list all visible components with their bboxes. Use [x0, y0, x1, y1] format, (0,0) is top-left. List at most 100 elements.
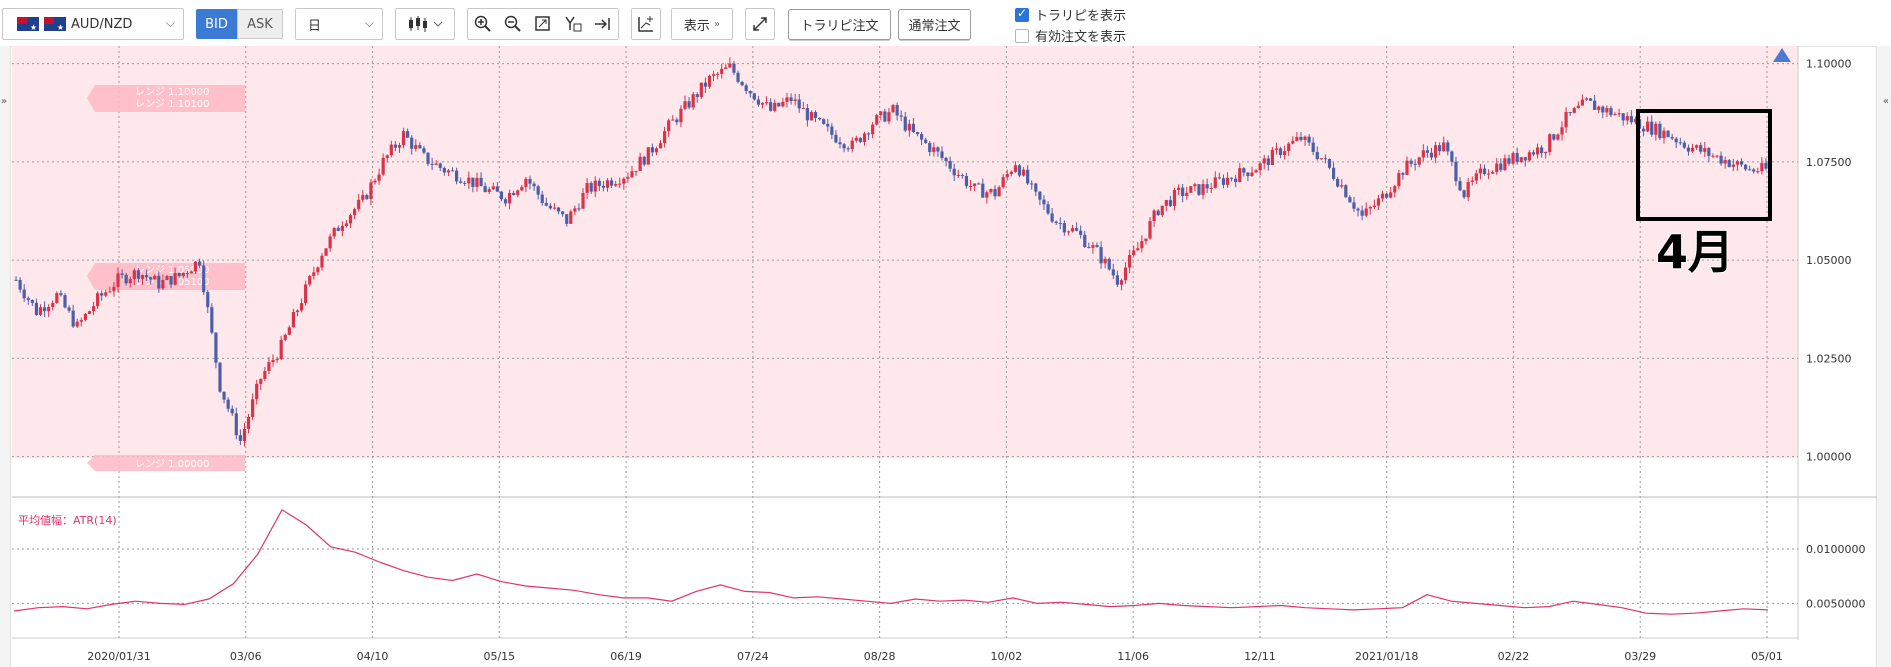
time-tick-label: 08/28	[864, 650, 896, 663]
candlestick	[634, 170, 638, 176]
candlestick	[1266, 155, 1270, 171]
candlestick	[1217, 172, 1221, 180]
candlestick	[422, 146, 426, 155]
fullscreen-button[interactable]	[745, 8, 775, 40]
candlestick	[838, 137, 842, 149]
candlestick	[47, 304, 51, 318]
candlestick	[1160, 205, 1164, 218]
collapse-arrow-icon: «	[1882, 96, 1889, 107]
candlestick	[324, 248, 328, 257]
candlestick	[234, 407, 238, 440]
time-tick-label: 03/29	[1624, 650, 1656, 663]
candlestick	[1678, 137, 1682, 146]
fit-screen-icon[interactable]	[534, 15, 552, 33]
candlestick	[1230, 177, 1234, 182]
candlestick	[1123, 262, 1128, 284]
ask-button[interactable]: ASK	[237, 9, 283, 39]
below-range-area	[12, 458, 1798, 494]
show-active-orders-checkbox[interactable]	[1015, 28, 1029, 43]
candlestick	[304, 280, 308, 306]
candlestick	[1009, 170, 1013, 177]
candlestick	[1017, 163, 1022, 178]
right-panel-toggle[interactable]: «	[1876, 46, 1891, 667]
candlestick	[1209, 182, 1213, 194]
candlestick	[915, 131, 920, 137]
range-label: レンジ 1.05000	[135, 265, 210, 276]
candlestick	[1421, 144, 1425, 162]
candlestick	[1368, 205, 1372, 215]
candlestick	[344, 220, 349, 228]
left-panel-toggle[interactable]: »	[0, 46, 11, 667]
candlestick	[1646, 116, 1650, 133]
candlestick	[1409, 158, 1413, 168]
candlestick	[251, 393, 255, 421]
candlestick	[316, 266, 320, 276]
candlestick	[1181, 184, 1185, 203]
bid-button[interactable]: BID	[196, 9, 237, 39]
normal-order-button[interactable]: 通常注文	[898, 9, 971, 40]
chevron-down-icon: ⌵	[364, 16, 374, 30]
candlestick	[287, 325, 291, 335]
candlestick	[879, 110, 883, 121]
price-tick-label: 1.07500	[1806, 156, 1852, 169]
candlestick	[875, 113, 879, 126]
candlestick	[1613, 112, 1617, 116]
candlestick	[1519, 157, 1523, 164]
price-tick-label: 1.02500	[1806, 352, 1852, 365]
candlestick	[1576, 101, 1580, 109]
candlestick	[516, 189, 520, 198]
candlestick	[414, 139, 418, 152]
candlestick	[585, 178, 589, 199]
candlestick	[866, 132, 871, 141]
candlestick	[1140, 235, 1144, 253]
candlestick	[263, 366, 267, 382]
candlestick	[1136, 242, 1140, 251]
candlestick	[977, 182, 981, 185]
trailing-order-button[interactable]: トラリピ注文	[788, 9, 891, 40]
candlestick	[30, 299, 34, 306]
jump-to-latest-icon[interactable]	[594, 15, 612, 33]
candlestick	[1727, 159, 1731, 168]
candlestick	[850, 137, 854, 153]
symbol-selector[interactable]: AUD/NZD ⌵	[2, 8, 184, 40]
candlestick	[1413, 159, 1417, 171]
candlestick	[1091, 242, 1095, 254]
show-trailing-checkbox[interactable]	[1015, 6, 1029, 22]
candlestick	[467, 171, 471, 189]
candlestick	[520, 184, 524, 192]
show-trailing-option[interactable]: トラリピを表示	[1015, 4, 1126, 25]
candlestick	[1499, 158, 1503, 173]
candlestick	[1058, 217, 1062, 230]
scroll-up-triangle-icon[interactable]	[1773, 48, 1791, 62]
candlestick	[1021, 166, 1026, 177]
drawing-tool-button[interactable]	[631, 8, 661, 40]
candlestick	[862, 131, 867, 146]
candlestick	[793, 93, 797, 106]
candlestick	[1593, 94, 1597, 110]
candlestick	[1152, 209, 1156, 227]
candlestick	[1323, 154, 1328, 164]
candlestick	[1319, 158, 1323, 161]
crosshair-lock-icon[interactable]	[564, 15, 582, 33]
double-chevron-down-icon: »	[713, 18, 721, 30]
zoom-in-icon[interactable]	[474, 15, 492, 33]
candlestick	[1662, 127, 1666, 144]
candlestick	[936, 146, 940, 157]
candlestick	[1654, 121, 1658, 141]
candlestick	[1038, 191, 1042, 206]
candlestick	[569, 209, 573, 225]
zoom-out-icon[interactable]	[504, 15, 522, 33]
candlestick	[1478, 163, 1483, 180]
expand-icon	[753, 17, 767, 31]
candlestick	[1617, 108, 1621, 117]
display-menu-button[interactable]: 表示 »	[671, 8, 733, 40]
candlestick	[691, 92, 695, 110]
chart-type-selector[interactable]	[395, 8, 455, 40]
candlestick	[197, 258, 202, 269]
show-active-orders-option[interactable]: 有効注文を表示	[1015, 25, 1126, 46]
candlestick	[1225, 172, 1230, 188]
candlestick	[238, 429, 242, 446]
timeframe-selector[interactable]: 日 ⌵	[295, 8, 383, 40]
candlestick	[842, 142, 846, 153]
candlestick	[801, 101, 805, 110]
